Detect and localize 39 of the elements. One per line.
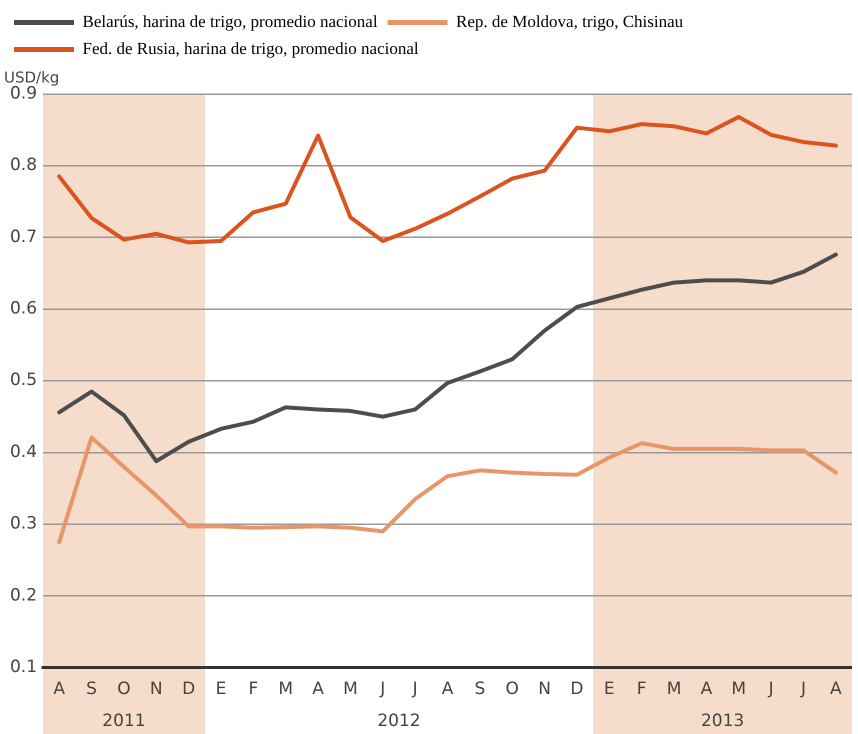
x-tick-label: J (379, 679, 386, 700)
x-tick-label: E (604, 679, 615, 700)
x-tick-label: A (312, 679, 324, 700)
x-tick-label: A (442, 679, 454, 700)
x-tick-label: A (53, 679, 66, 700)
text: 2012 (377, 710, 421, 731)
y-tick-label: 0.4 (10, 442, 38, 462)
text: 2013 (700, 710, 744, 731)
x-tick-label: F (248, 679, 258, 700)
legend-label: Belarús, harina de trigo, promedio nacional (82, 12, 378, 31)
x-tick-label: A (830, 679, 842, 700)
x-tick-label: M (278, 679, 294, 700)
x-tick-label: M (343, 679, 358, 700)
x-tick-label: A (700, 679, 713, 700)
y-tick-label: 0.6 (10, 298, 38, 319)
x-tick-label: M (731, 679, 746, 700)
x-tick-label: O (506, 679, 519, 700)
legend-label: Fed. de Rusia, harina de trigo, promedio nacional (82, 38, 419, 58)
text: 2011 (102, 710, 146, 731)
y-tick-label: 0.1 (10, 657, 38, 678)
x-tick-label: D (570, 679, 584, 700)
x-tick-label: D (182, 679, 196, 700)
y-tick-label: 0.5 (10, 370, 38, 390)
x-tick-label: M (666, 679, 682, 700)
y-tick-label: 0.8 (10, 155, 38, 176)
x-tick-label: S (474, 679, 486, 700)
legend-label: Rep. de Moldova, trigo, Chisinau (456, 12, 684, 31)
x-tick-label: O (117, 679, 131, 700)
x-tick-label: N (150, 679, 163, 700)
x-tick-label: J (768, 679, 774, 700)
y-tick-label: 0.7 (10, 226, 38, 247)
x-tick-label: S (86, 679, 97, 700)
y-tick-label: 0.2 (10, 585, 38, 606)
x-tick-label: N (538, 679, 551, 700)
y-tick-label: 0.3 (10, 514, 38, 534)
x-tick-label: E (216, 679, 226, 700)
x-tick-label: J (800, 679, 806, 700)
x-tick-label: F (636, 679, 647, 700)
x-tick-label: J (412, 679, 418, 700)
